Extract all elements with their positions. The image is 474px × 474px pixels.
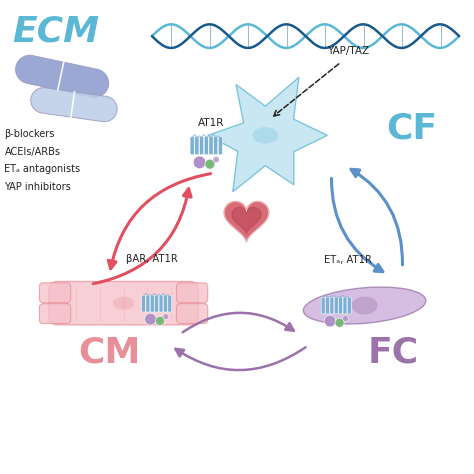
- FancyBboxPatch shape: [176, 283, 208, 303]
- Text: YAP/TAZ: YAP/TAZ: [327, 46, 369, 56]
- Text: CM: CM: [78, 336, 141, 370]
- Ellipse shape: [303, 287, 426, 324]
- Circle shape: [193, 156, 206, 169]
- FancyArrowPatch shape: [93, 189, 191, 284]
- Circle shape: [335, 318, 344, 327]
- Circle shape: [343, 316, 348, 321]
- Text: βAR, AT1R: βAR, AT1R: [126, 255, 178, 264]
- FancyArrowPatch shape: [351, 169, 402, 265]
- FancyBboxPatch shape: [326, 297, 329, 314]
- FancyBboxPatch shape: [204, 137, 209, 155]
- FancyBboxPatch shape: [209, 137, 213, 155]
- Ellipse shape: [113, 297, 134, 310]
- Circle shape: [213, 156, 219, 163]
- Text: ETₐ antagonists: ETₐ antagonists: [4, 164, 81, 174]
- FancyBboxPatch shape: [168, 295, 172, 312]
- FancyBboxPatch shape: [200, 137, 204, 155]
- Text: β-blockers: β-blockers: [4, 129, 55, 139]
- FancyBboxPatch shape: [219, 137, 222, 155]
- FancyBboxPatch shape: [214, 137, 218, 155]
- Text: ACEIs/ARBs: ACEIs/ARBs: [4, 147, 61, 157]
- FancyBboxPatch shape: [150, 295, 154, 312]
- FancyBboxPatch shape: [339, 297, 343, 314]
- Polygon shape: [208, 77, 328, 192]
- Circle shape: [205, 159, 215, 169]
- FancyBboxPatch shape: [155, 295, 159, 312]
- FancyBboxPatch shape: [347, 297, 351, 314]
- Polygon shape: [224, 201, 269, 242]
- Circle shape: [324, 315, 336, 327]
- FancyBboxPatch shape: [39, 304, 71, 323]
- FancyArrowPatch shape: [331, 178, 383, 272]
- Text: ETₐ, AT1R: ETₐ, AT1R: [324, 255, 372, 265]
- Polygon shape: [16, 55, 109, 97]
- Ellipse shape: [252, 127, 278, 144]
- Polygon shape: [232, 207, 261, 234]
- Circle shape: [155, 316, 164, 325]
- Ellipse shape: [352, 297, 378, 315]
- FancyBboxPatch shape: [142, 295, 146, 312]
- FancyBboxPatch shape: [146, 295, 150, 312]
- FancyArrowPatch shape: [182, 313, 294, 332]
- FancyBboxPatch shape: [176, 304, 208, 323]
- Text: AT1R: AT1R: [198, 118, 224, 128]
- FancyBboxPatch shape: [195, 137, 199, 155]
- FancyBboxPatch shape: [49, 282, 198, 325]
- FancyArrowPatch shape: [175, 347, 306, 370]
- Text: FC: FC: [367, 336, 419, 370]
- FancyBboxPatch shape: [159, 295, 163, 312]
- Text: CF: CF: [386, 111, 438, 146]
- Text: ECM: ECM: [12, 14, 100, 48]
- FancyBboxPatch shape: [190, 137, 194, 155]
- FancyBboxPatch shape: [343, 297, 347, 314]
- Polygon shape: [31, 88, 117, 122]
- FancyBboxPatch shape: [330, 297, 334, 314]
- FancyBboxPatch shape: [164, 295, 167, 312]
- FancyBboxPatch shape: [334, 297, 338, 314]
- FancyArrowPatch shape: [109, 173, 210, 269]
- Text: YAP inhibitors: YAP inhibitors: [4, 182, 71, 191]
- FancyBboxPatch shape: [39, 283, 71, 303]
- FancyBboxPatch shape: [321, 297, 325, 314]
- Circle shape: [145, 313, 156, 325]
- Circle shape: [163, 314, 169, 319]
